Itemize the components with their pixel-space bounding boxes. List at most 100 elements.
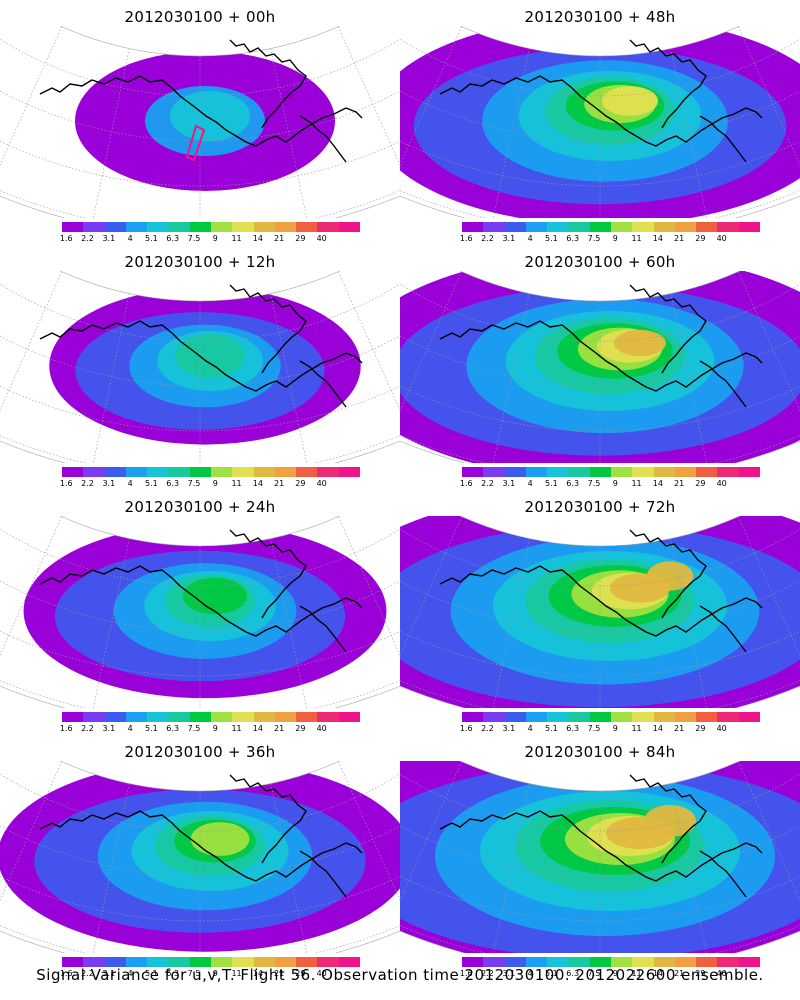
colorbar-swatch	[232, 957, 254, 967]
map-panel-0h: 2012030100 + 00h 1.6 2.2 3.1 4 5.1 6.3 7.5 9 11 14…	[0, 0, 400, 245]
colorbar-swatch	[317, 222, 339, 232]
colorbar-label: 11	[231, 234, 242, 243]
colorbar-swatch	[568, 222, 590, 232]
colorbar-label: 1.6	[459, 479, 473, 488]
colorbar-swatch	[168, 957, 190, 967]
colorbar-label: 6.3	[166, 724, 180, 733]
colorbar-label: 2.2	[481, 969, 494, 978]
colorbar-swatch	[610, 222, 633, 232]
panel-title: 2012030100 + 00h	[124, 8, 276, 26]
signal-variance-map	[0, 761, 400, 953]
colorbar	[462, 712, 760, 722]
colorbar-label: 7.5	[587, 969, 601, 978]
colorbar-label: 5.1	[145, 969, 158, 978]
signal-variance-map	[400, 271, 800, 463]
colorbar-label: 11	[631, 234, 642, 243]
colorbar-label: 3.1	[102, 234, 116, 243]
colorbar-swatch	[589, 957, 611, 967]
map-panel-12h: 2012030100 + 12h 1.6 2.2 3.1 4 5.1 6.3 7.5 9 11 14…	[0, 245, 400, 490]
colorbar-label: 14	[252, 969, 263, 978]
colorbar-label: 21	[674, 969, 685, 978]
colorbar-swatch	[189, 467, 211, 477]
colorbar-swatch	[317, 712, 339, 722]
signal-variance-map	[400, 761, 800, 953]
colorbar-swatch	[568, 957, 590, 967]
colorbar-swatch	[62, 957, 84, 967]
colorbar-label: 7.5	[587, 479, 601, 488]
colorbar-label: 4	[527, 479, 533, 488]
colorbar-label: 14	[252, 724, 263, 733]
colorbar-label: 9	[212, 969, 218, 978]
colorbar-label: 2.2	[481, 724, 494, 733]
map-panel-84h: 2012030100 + 84h 1.6 2.2 3.1 4 5.1 6.3 7.5 9 11 14…	[400, 735, 800, 980]
colorbar-label: 21	[674, 724, 685, 733]
colorbar-label: 14	[652, 234, 663, 243]
colorbar-label: 3.1	[502, 479, 516, 488]
colorbar-swatch	[696, 957, 718, 967]
panel-title: 2012030100 + 60h	[524, 253, 676, 271]
colorbar-swatch	[83, 712, 105, 722]
coastline	[39, 39, 363, 163]
panel-title: 2012030100 + 12h	[124, 253, 276, 271]
colorbar-label: 6.3	[566, 969, 580, 978]
colorbar-label: 5.1	[145, 234, 158, 243]
colorbar-swatch	[462, 467, 484, 477]
colorbar-swatch	[696, 712, 718, 722]
colorbar-swatch	[525, 222, 548, 232]
colorbar-label: 21	[274, 479, 285, 488]
colorbar-label: 5.1	[545, 234, 558, 243]
colorbar-swatch	[189, 222, 211, 232]
signal-variance-map	[400, 516, 800, 708]
colorbar-label: 2.2	[481, 479, 494, 488]
colorbar-label: 40	[316, 969, 327, 978]
lat-lon-grid	[0, 271, 400, 463]
colorbar-swatch	[104, 467, 126, 477]
colorbar-swatch	[717, 222, 739, 232]
colorbar-label: 14	[652, 724, 663, 733]
colorbar-label: 14	[652, 479, 663, 488]
colorbar-swatch	[210, 467, 233, 477]
colorbar-label: 29	[695, 969, 706, 978]
colorbar-label: 9	[612, 724, 618, 733]
colorbar-swatch	[653, 222, 675, 232]
colorbar	[62, 467, 360, 477]
colorbar-swatch	[232, 467, 254, 477]
colorbar-label: 1.6	[459, 724, 473, 733]
colorbar-swatch	[738, 712, 760, 722]
map-panel-36h: 2012030100 + 36h 1.6 2.2 3.1 4 5.1 6.3 7.5 9 11 14…	[0, 735, 400, 980]
colorbar-swatch	[483, 957, 505, 967]
colorbar	[462, 467, 760, 477]
colorbar-swatch	[674, 467, 697, 477]
coastline	[439, 529, 763, 653]
map-panel-72h: 2012030100 + 72h 1.6 2.2 3.1 4 5.1 6.3 7.5 9 11 14…	[400, 490, 800, 735]
lat-lon-grid	[0, 26, 400, 218]
colorbar-swatch	[589, 467, 611, 477]
colorbar-label: 4	[527, 969, 533, 978]
colorbar-swatch	[738, 467, 760, 477]
colorbar-swatch	[610, 712, 633, 722]
colorbar-label: 29	[295, 234, 306, 243]
colorbar-label: 40	[716, 724, 727, 733]
colorbar-label: 40	[316, 234, 327, 243]
colorbar-label: 7.5	[187, 479, 201, 488]
colorbar-swatch	[253, 222, 275, 232]
colorbar-label: 29	[295, 479, 306, 488]
colorbar-label: 14	[252, 479, 263, 488]
colorbar-swatch	[104, 222, 126, 232]
colorbar-label: 6.3	[166, 969, 180, 978]
colorbar-label: 4	[127, 234, 133, 243]
colorbar-swatch	[189, 957, 211, 967]
colorbar-label: 40	[716, 234, 727, 243]
colorbar-swatch	[83, 957, 105, 967]
colorbar-swatch	[547, 222, 569, 232]
colorbar-label: 3.1	[102, 479, 116, 488]
coastline	[39, 284, 363, 408]
colorbar-swatch	[717, 957, 739, 967]
colorbar-swatch	[504, 957, 526, 967]
colorbar-label: 3.1	[102, 724, 116, 733]
colorbar-swatch	[338, 957, 360, 967]
colorbar-swatch	[104, 957, 126, 967]
figure-caption: Signal Variance for u,v,T. Flight 56. Ob…	[36, 966, 764, 984]
colorbar-labels: 1.6 2.2 3.1 4 5.1 6.3 7.5 9 11 14 21 29 40	[60, 234, 360, 244]
coastline	[439, 774, 763, 898]
